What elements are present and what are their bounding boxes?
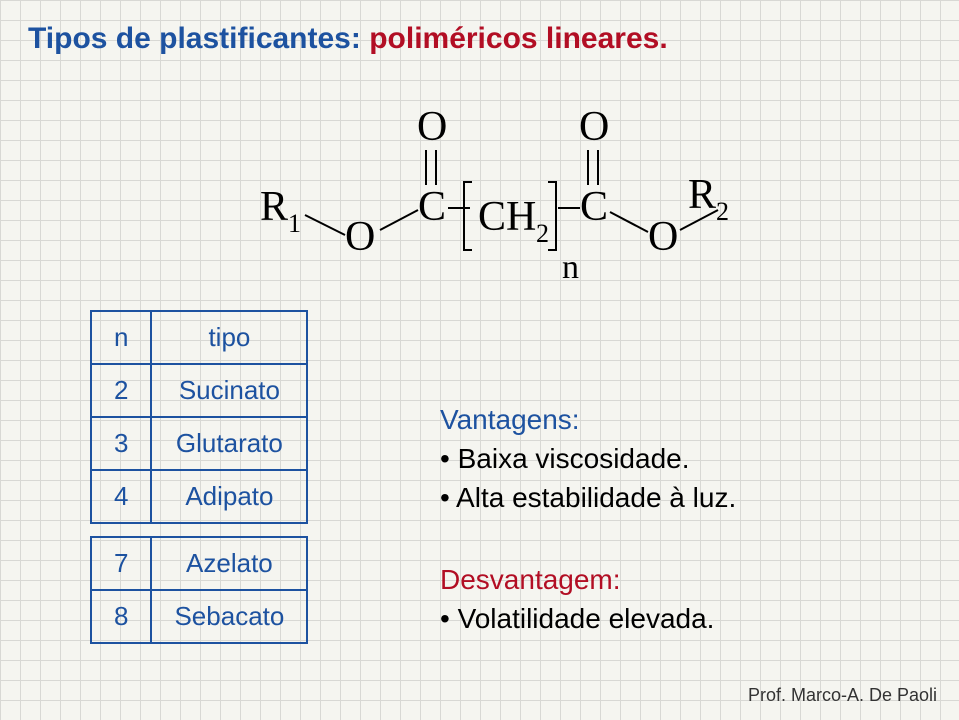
table-row: 8 Sebacato bbox=[91, 590, 307, 643]
formula-R2-sub: 2 bbox=[716, 197, 729, 226]
header-tipo: tipo bbox=[151, 311, 307, 364]
cell-tipo: Glutarato bbox=[151, 417, 307, 470]
formula-C-right: C bbox=[580, 184, 608, 230]
table-row: 3 Glutarato bbox=[91, 417, 307, 470]
formula-O-right-top: O bbox=[579, 104, 609, 150]
cell-tipo: Sebacato bbox=[151, 590, 307, 643]
table-row: 2 Sucinato bbox=[91, 364, 307, 417]
type-table: n tipo 2 Sucinato 3 Glutarato 4 Adipato … bbox=[90, 310, 308, 644]
formula-O-left-top: O bbox=[417, 104, 447, 150]
advantages-title: Vantagens: bbox=[440, 400, 736, 439]
advantage-item: • Baixa viscosidade. bbox=[440, 439, 736, 478]
cell-tipo: Azelato bbox=[151, 537, 307, 590]
advantage-text: Alta estabilidade à luz. bbox=[456, 482, 736, 513]
table-gap bbox=[91, 523, 307, 537]
formula-O-left-bottom: O bbox=[345, 214, 375, 260]
title-part-1: Tipos de plastificantes: bbox=[28, 22, 361, 55]
cell-n: 7 bbox=[91, 537, 151, 590]
formula-O-right-bottom: O bbox=[648, 214, 678, 260]
formula-CH2: CH bbox=[478, 194, 536, 240]
cell-n: 8 bbox=[91, 590, 151, 643]
disadvantages-block: Desvantagem: • Volatilidade elevada. bbox=[440, 560, 714, 638]
disadvantage-text: Volatilidade elevada. bbox=[458, 603, 715, 634]
header-n: n bbox=[91, 311, 151, 364]
formula-C-left: C bbox=[418, 184, 446, 230]
cell-n: 3 bbox=[91, 417, 151, 470]
formula-R1: R bbox=[260, 184, 288, 230]
table-header-row: n tipo bbox=[91, 311, 307, 364]
cell-tipo: Adipato bbox=[151, 470, 307, 523]
advantage-text: Baixa viscosidade. bbox=[458, 443, 690, 474]
cell-n: 4 bbox=[91, 470, 151, 523]
advantage-item: • Alta estabilidade à luz. bbox=[440, 478, 736, 517]
title-part-2: poliméricos lineares. bbox=[369, 22, 667, 55]
slide-title: Tipos de plastificantes: poliméricos lin… bbox=[28, 22, 668, 56]
formula-R2: R bbox=[688, 172, 716, 218]
table-row: 4 Adipato bbox=[91, 470, 307, 523]
cell-n: 2 bbox=[91, 364, 151, 417]
table-row: 7 Azelato bbox=[91, 537, 307, 590]
advantages-block: Vantagens: • Baixa viscosidade. • Alta e… bbox=[440, 400, 736, 518]
formula-n: n bbox=[562, 249, 579, 286]
footer-credit: Prof. Marco-A. De Paoli bbox=[748, 685, 937, 706]
chemical-formula: R 1 O C O CH 2 n C O O R 2 bbox=[250, 90, 730, 290]
formula-R1-sub: 1 bbox=[288, 209, 301, 238]
disadvantage-item: • Volatilidade elevada. bbox=[440, 599, 714, 638]
disadvantages-title: Desvantagem: bbox=[440, 560, 714, 599]
cell-tipo: Sucinato bbox=[151, 364, 307, 417]
formula-CH2-sub: 2 bbox=[536, 219, 549, 248]
